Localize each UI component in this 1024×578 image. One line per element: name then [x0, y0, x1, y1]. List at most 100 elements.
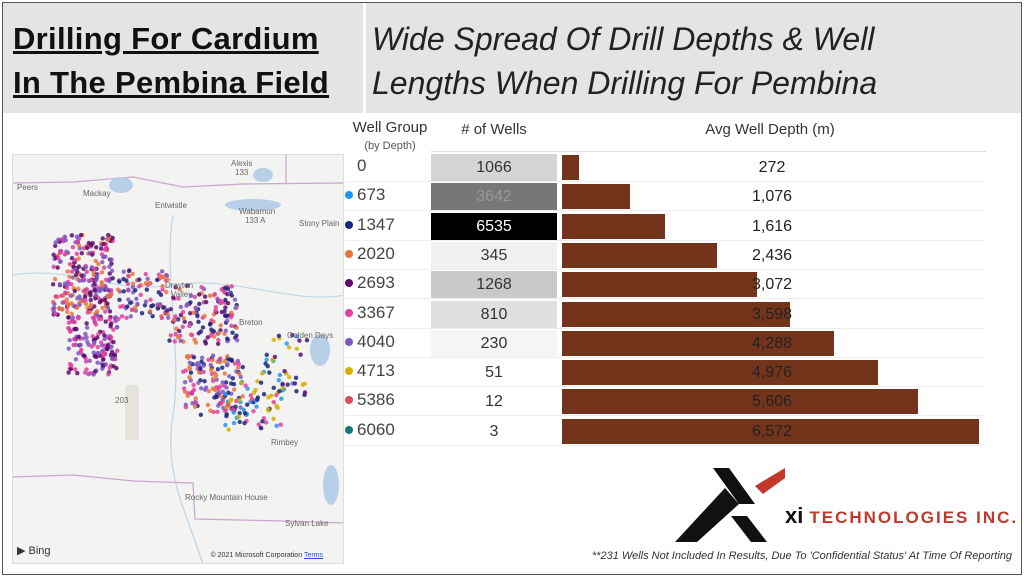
- well-dot: [90, 315, 96, 321]
- well-dot: [87, 290, 93, 295]
- well-dot: [165, 277, 170, 282]
- table-row[interactable]: 4040 230 4,288: [345, 329, 985, 358]
- well-dot: [267, 370, 272, 375]
- well-dot: [96, 331, 101, 337]
- map-label: Valley: [171, 290, 193, 299]
- well-dot: [51, 309, 56, 314]
- well-dot: [84, 325, 90, 330]
- table-row[interactable]: 4713 51 4,976: [345, 358, 985, 388]
- well-dot: [84, 269, 89, 274]
- depth-bar[interactable]: [562, 330, 835, 356]
- well-dot: [172, 339, 177, 344]
- table-row[interactable]: 5386 12 5,606: [345, 387, 985, 417]
- depth-bar[interactable]: [562, 213, 665, 239]
- well-dot: [125, 273, 131, 278]
- well-dot: [193, 400, 199, 405]
- well-dot: [109, 268, 115, 274]
- well-dot: [83, 265, 89, 270]
- well-dot: [164, 308, 170, 313]
- table-row[interactable]: 1347 6535 1,616: [345, 212, 985, 241]
- well-dot: [155, 306, 161, 311]
- well-dot: [237, 410, 242, 416]
- well-dot: [224, 313, 229, 319]
- table-row[interactable]: 0 1066 272: [345, 153, 985, 182]
- depth-bar[interactable]: [562, 242, 717, 268]
- legend-dot-icon: [345, 337, 353, 346]
- well-dot: [177, 328, 182, 334]
- table-row[interactable]: 673 3642 1,076: [345, 182, 985, 212]
- well-dot: [95, 350, 100, 356]
- well-dot: [234, 369, 239, 374]
- legend-dot-icon: [345, 191, 353, 200]
- depth-bar[interactable]: [562, 155, 580, 180]
- well-dot: [102, 309, 108, 314]
- well-dot: [61, 299, 67, 305]
- well-dot: [279, 396, 284, 401]
- map-label: Drayton: [165, 281, 194, 290]
- well-dot: [60, 307, 65, 312]
- well-dot: [75, 370, 80, 376]
- depth-bar[interactable]: [562, 389, 918, 415]
- depth-bar[interactable]: [562, 301, 791, 327]
- well-dot: [183, 404, 189, 410]
- well-dot: [171, 317, 177, 323]
- well-dot: [130, 281, 136, 286]
- well-dot: [74, 305, 80, 310]
- depth-bar[interactable]: [562, 272, 757, 298]
- well-dot: [203, 299, 209, 305]
- well-dot: [216, 403, 221, 408]
- well-dot: [76, 334, 82, 339]
- well-dot: [79, 273, 84, 278]
- well-dot: [93, 258, 98, 264]
- well-dot: [254, 404, 259, 409]
- depth-bar[interactable]: [562, 184, 631, 210]
- well-dot: [215, 341, 221, 347]
- well-group-label: 2020: [357, 243, 395, 263]
- well-dot: [214, 377, 219, 382]
- table-row[interactable]: 2020 345 2,436: [345, 241, 985, 270]
- well-dot: [72, 267, 78, 272]
- well-dot: [188, 370, 194, 375]
- table-row[interactable]: 3367 810 3,598: [345, 300, 985, 329]
- well-dot: [117, 297, 122, 303]
- well-dot: [78, 299, 83, 304]
- well-dot: [57, 282, 63, 287]
- terms-link[interactable]: Terms: [303, 552, 323, 559]
- well-count-cell: 810: [431, 300, 557, 328]
- well-dot: [84, 287, 90, 292]
- well-dot: [125, 281, 131, 286]
- table-row[interactable]: 6060 3 6,572: [345, 417, 985, 446]
- well-dot: [73, 272, 79, 278]
- well-dot: [271, 399, 276, 405]
- well-dot: [143, 299, 149, 304]
- depth-bar[interactable]: [562, 360, 878, 386]
- well-count-cell: 1066: [431, 154, 557, 181]
- well-group-cell: 6060: [345, 420, 395, 440]
- well-dot: [62, 252, 68, 257]
- map-label: Rimbey: [271, 438, 299, 447]
- col-header-depth[interactable]: Avg Well Depth (m): [705, 121, 835, 138]
- bing-logo: ▶ Bing: [17, 545, 51, 557]
- well-dot: [175, 335, 181, 340]
- well-dot: [210, 376, 216, 381]
- page-title-line1: Drilling For Cardium: [13, 21, 319, 56]
- well-dot: [128, 314, 134, 319]
- well-dot: [198, 366, 203, 372]
- well-dot: [69, 363, 74, 368]
- well-dot: [66, 346, 71, 351]
- well-dot: [76, 286, 81, 292]
- well-map[interactable]: Peers Mackay Entwistle Alexis 133 Wabamu…: [12, 154, 344, 564]
- well-dot: [110, 276, 115, 281]
- col-header-wells[interactable]: # of Wells: [461, 121, 527, 138]
- well-dot: [202, 339, 208, 344]
- well-count-cell: 1268: [431, 271, 557, 299]
- well-dot: [302, 381, 307, 386]
- header-divider: [431, 151, 986, 152]
- well-dot: [124, 315, 129, 320]
- well-dot: [198, 329, 204, 334]
- well-dot: [196, 292, 202, 297]
- depth-bar[interactable]: [562, 418, 979, 444]
- table-row[interactable]: 2693 1268 3,072: [345, 270, 985, 300]
- well-dot: [82, 294, 88, 300]
- depth-value-label: 272: [758, 159, 786, 176]
